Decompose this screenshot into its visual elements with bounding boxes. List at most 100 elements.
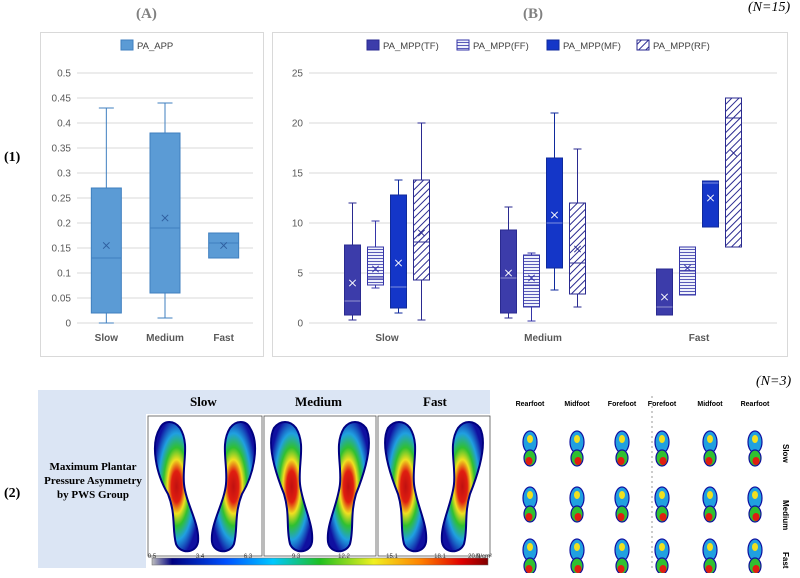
b-mean-marker [348,279,357,287]
a-mean-marker [161,214,169,222]
colorbar-unit: N/cm² [476,554,492,560]
b-box [367,246,384,286]
b-x-tick: Medium [524,333,562,344]
heatmap-panel-title: Maximum Plantar Pressure Asymmetry by PW… [44,461,142,501]
sample-size-top: (N=15) [748,0,791,15]
small-footprint [747,486,763,523]
small-footprint [747,430,763,467]
b-legend-label: PA_MPP(FF) [473,41,529,52]
footprint-fast-right [440,421,484,553]
colorbar-tick: 0.5 [147,554,157,560]
heatmap-group-fast: Fast [423,394,447,409]
b-box [725,97,742,248]
b-box [344,244,361,316]
a-box [90,187,122,314]
b-y-tick: 0 [297,319,303,330]
small-footprint [569,430,585,467]
b-y-tick: 5 [297,269,303,280]
foot-grid-row-label: Medium [781,500,790,530]
foot-grid: Rearfoot Midfoot Forefoot Forefoot Midfoot Re… [505,390,800,575]
b-box [500,229,517,314]
chart-a-frame: 0 0.05 0.1 0.15 0.2 0.25 0.3 0.35 0.4 0.45 0.5 Slow… [40,32,264,357]
b-y-tick: 20 [292,119,304,130]
small-footprint [614,538,630,575]
heatmap-group-medium: Medium [295,394,342,409]
b-mean-marker [729,149,738,157]
b-legend-label: PA_MPP(MF) [563,41,621,52]
b-box [546,157,563,269]
b-box [656,268,673,316]
chart-b-frame: 0 5 10 15 20 25 Slow Medium Fast PA_MPP(TF) PA_MPP… [272,32,788,357]
a-mean-marker [102,241,110,250]
small-footprint [614,430,630,467]
colorbar-tick: 3.4 [195,554,205,560]
b-mean-marker [573,245,582,253]
small-footprint [654,430,670,467]
colorbar-ticks: 0.5 3.4 6.3 9.3 12.2 15.1 18.1 20.0 N/cm² [146,554,492,566]
a-mean-marker [220,241,228,250]
heatmap-group-slow: Slow [190,394,217,409]
small-footprint [654,486,670,523]
small-footprint [522,538,538,575]
b-y-tick: 25 [292,69,304,80]
b-y-tick: 10 [292,219,304,230]
heatmap-panel: Maximum Plantar Pressure Asymmetry by PW… [38,390,492,568]
colorbar-tick: 9.3 [291,554,301,560]
heatmap-image-area [146,414,492,568]
a-legend-label: PA_APP [137,41,173,52]
foot-grid-svg: Rearfoot Midfoot Forefoot Forefoot Midfoot Re… [516,396,790,575]
footprint-medium-right [326,421,370,553]
a-box [149,132,181,294]
small-footprint [654,538,670,575]
colorbar-tick: 12.2 [338,554,350,560]
footprint-slow-right [210,421,257,553]
b-mean-marker [394,259,403,267]
foot-grid-col-label: Midfoot [697,401,723,408]
b-mean-marker [527,274,536,282]
heatmap-svg [147,415,491,566]
chart-a: 0 0.05 0.1 0.15 0.2 0.25 0.3 0.35 0.4 0.45 0.5 Slow… [52,39,253,344]
b-mean-marker [706,194,715,202]
a-y-tick: 0.4 [57,119,71,130]
small-footprint [522,430,538,467]
row-label-2: (2) [4,486,21,501]
sample-size-bottom: (N=3) [756,374,792,389]
foot-grid-row-label: Slow [781,444,790,463]
footprint-fast-left [384,421,428,553]
b-mean-marker [550,211,559,219]
b-box [390,194,407,309]
colorbar [151,557,489,566]
b-box [523,254,540,308]
small-footprint [702,538,718,575]
b-legend: PA_MPP(TF) PA_MPP(FF) PA_MPP(MF) PA_MPP(RF) [366,39,710,52]
b-mean-marker [504,269,513,277]
small-footprint [569,538,585,575]
foot-grid-col-label: Rearfoot [516,401,545,408]
foot-grid-col-label: Rearfoot [741,401,770,408]
b-mean-marker [417,229,426,237]
b-box [413,179,430,281]
a-y-tick: 0 [65,319,71,330]
a-y-tick: 0.35 [52,144,72,155]
a-x-tick: Medium [146,333,184,344]
colorbar-tick: 20.0 [468,554,480,560]
b-x-tick: Slow [375,333,399,344]
foot-grid-row-label: Fast [781,552,790,569]
small-footprint [747,538,763,575]
a-y-tick: 0.05 [52,294,72,305]
footprint-slow-left [153,421,200,553]
a-y-tick: 0.1 [57,269,71,280]
a-x-tick: Fast [213,333,234,344]
b-legend-item: PA_MPP(RF) [636,39,710,52]
b-mean-marker [683,264,692,272]
a-y-tick: 0.15 [52,244,72,255]
b-legend-item: PA_MPP(MF) [546,39,621,52]
row-label-1: (1) [4,150,21,165]
small-footprint [614,486,630,523]
chart-a-label: (A) [136,6,157,22]
a-x-tick: Slow [95,333,119,344]
foot-grid-col-label: Forefoot [608,401,637,408]
a-y-tick: 0.2 [57,219,71,230]
small-footprint [702,430,718,467]
colorbar-tick: 15.1 [386,554,398,560]
